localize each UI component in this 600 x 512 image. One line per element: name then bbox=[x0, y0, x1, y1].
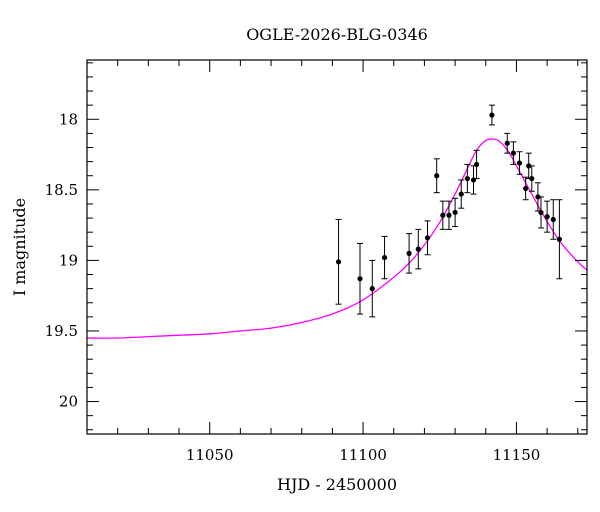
data-point-marker bbox=[529, 175, 535, 182]
y-axis-label: I magnitude bbox=[10, 198, 29, 296]
data-point-16 bbox=[488, 104, 495, 126]
x-axis-label: HJD - 2450000 bbox=[277, 475, 397, 494]
y-tick-label: 19 bbox=[59, 251, 78, 269]
data-point-marker bbox=[538, 209, 544, 216]
data-point-8 bbox=[433, 158, 440, 194]
data-point-marker bbox=[381, 254, 388, 261]
data-point-2 bbox=[357, 242, 364, 315]
data-point-14 bbox=[470, 165, 477, 195]
data-point-7 bbox=[424, 220, 431, 256]
data-point-marker bbox=[473, 161, 480, 168]
data-point-12 bbox=[458, 179, 465, 209]
data-point-24 bbox=[537, 196, 544, 229]
data-point-17 bbox=[504, 132, 511, 154]
data-point-marker bbox=[489, 112, 495, 118]
y-tick-label: 20 bbox=[59, 393, 78, 411]
data-point-marker bbox=[526, 163, 532, 169]
data-point-marker bbox=[516, 160, 523, 166]
data-point-marker bbox=[406, 250, 412, 256]
y-tick-label: 19.5 bbox=[45, 322, 78, 340]
data-point-marker bbox=[544, 214, 550, 220]
data-point-marker bbox=[415, 246, 421, 252]
y-tick-label: 18.5 bbox=[45, 181, 78, 199]
model-curve bbox=[87, 138, 587, 339]
data-point-5 bbox=[406, 233, 413, 274]
plot-frame bbox=[86, 59, 588, 435]
data-point-23 bbox=[534, 182, 541, 212]
data-point-marker bbox=[369, 286, 375, 292]
x-tick-label: 11100 bbox=[339, 446, 387, 464]
data-point-26 bbox=[550, 199, 557, 240]
x-tick-label: 11050 bbox=[186, 446, 234, 464]
data-point-9 bbox=[439, 200, 446, 230]
data-point-marker bbox=[335, 259, 342, 265]
data-point-marker bbox=[434, 173, 440, 179]
y-tick-label: 18 bbox=[59, 110, 78, 128]
data-point-20 bbox=[522, 176, 529, 201]
data-point-marker bbox=[446, 212, 452, 218]
data-point-27 bbox=[556, 199, 563, 280]
data-point-25 bbox=[544, 200, 551, 233]
data-point-13 bbox=[464, 163, 471, 194]
data-point-marker bbox=[556, 236, 562, 242]
data-point-marker bbox=[424, 235, 431, 241]
axis-ticks bbox=[86, 60, 587, 434]
data-point-15 bbox=[473, 149, 480, 180]
data-point-marker bbox=[464, 175, 470, 182]
data-point-4 bbox=[381, 235, 388, 280]
data-point-marker bbox=[523, 185, 529, 192]
data-point-marker bbox=[458, 191, 464, 197]
data-point-6 bbox=[415, 228, 422, 270]
plot-area bbox=[87, 138, 587, 339]
chart-title: OGLE-2026-BLG-0346 bbox=[246, 25, 428, 44]
data-points bbox=[335, 104, 563, 318]
data-point-marker bbox=[357, 276, 363, 282]
data-point-19 bbox=[516, 151, 523, 175]
data-point-10 bbox=[445, 200, 452, 230]
data-point-1 bbox=[335, 218, 342, 305]
data-point-marker bbox=[550, 216, 556, 223]
data-point-marker bbox=[452, 209, 458, 216]
data-point-marker bbox=[510, 150, 516, 156]
data-point-11 bbox=[452, 197, 459, 228]
data-point-marker bbox=[504, 140, 510, 146]
data-point-22 bbox=[528, 165, 535, 192]
data-point-marker bbox=[535, 194, 541, 200]
data-point-marker bbox=[440, 212, 446, 218]
tick-labels: 11050 11100 11150 18 18.5 19 19.5 20 bbox=[45, 110, 541, 464]
x-tick-label: 11150 bbox=[493, 446, 541, 464]
data-point-21 bbox=[525, 152, 532, 180]
data-point-3 bbox=[369, 259, 376, 318]
data-point-18 bbox=[510, 141, 517, 165]
